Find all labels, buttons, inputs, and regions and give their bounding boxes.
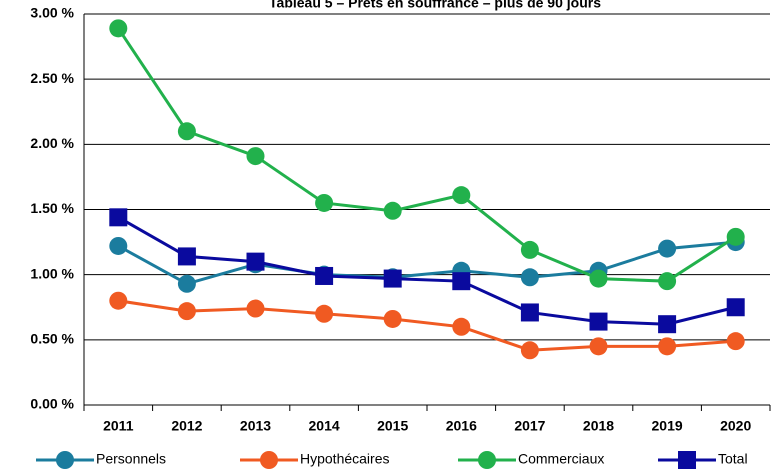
marker — [383, 309, 402, 328]
marker — [520, 341, 539, 360]
legend-label: Personnels — [96, 451, 166, 467]
marker — [246, 299, 265, 318]
marker — [315, 193, 334, 212]
legend-label: Total — [718, 451, 748, 467]
marker — [726, 227, 745, 246]
legend-marker — [478, 451, 496, 469]
y-tick-label: 2.50 % — [30, 70, 74, 86]
y-tick-label: 1.00 % — [30, 265, 74, 281]
marker — [452, 272, 471, 291]
marker — [109, 19, 128, 38]
marker — [109, 208, 128, 227]
marker — [589, 269, 608, 288]
marker — [246, 147, 265, 166]
legend-label: Commerciaux — [518, 451, 604, 467]
x-tick-label: 2016 — [446, 418, 477, 434]
x-tick-label: 2011 — [103, 418, 134, 434]
marker — [726, 298, 745, 317]
x-tick-label: 2019 — [652, 418, 683, 434]
x-tick-label: 2014 — [309, 418, 340, 434]
series-line — [118, 299, 736, 352]
marker — [520, 268, 539, 287]
marker — [520, 240, 539, 259]
marker — [520, 303, 539, 322]
x-tick-label: 2017 — [514, 418, 545, 434]
x-tick-label: 2015 — [377, 418, 408, 434]
x-tick-label: 2012 — [171, 418, 202, 434]
legend-marker — [260, 451, 278, 469]
x-tick-label: 2020 — [720, 418, 751, 434]
x-tick-label: 2018 — [583, 418, 614, 434]
marker — [315, 266, 334, 285]
marker — [177, 302, 196, 321]
x-tick-label: 2013 — [240, 418, 271, 434]
y-tick-label: 1.50 % — [30, 200, 74, 216]
marker — [726, 332, 745, 351]
marker — [658, 272, 677, 291]
marker — [109, 291, 128, 310]
y-tick-label: 3.00 % — [30, 5, 74, 21]
marker — [658, 315, 677, 334]
marker — [589, 312, 608, 331]
marker — [246, 252, 265, 271]
marker — [452, 317, 471, 336]
marker — [177, 122, 196, 141]
marker — [589, 337, 608, 356]
y-tick-label: 0.00 % — [30, 396, 74, 412]
series-line — [117, 27, 737, 283]
series-line — [117, 216, 737, 326]
marker — [658, 239, 677, 258]
marker — [452, 186, 471, 205]
legend-marker — [678, 451, 696, 469]
legend-label: Hypothécaires — [300, 451, 390, 467]
y-tick-label: 2.00 % — [30, 135, 74, 151]
marker — [177, 247, 196, 266]
marker — [109, 236, 128, 255]
marker — [383, 201, 402, 220]
marker — [658, 337, 677, 356]
marker — [315, 304, 334, 323]
legend-marker — [56, 451, 74, 469]
series-line — [117, 240, 736, 286]
y-tick-label: 0.50 % — [30, 331, 74, 347]
marker — [177, 274, 196, 293]
chart-title: Tableau 5 – Prêts en souffrance – plus d… — [269, 0, 601, 11]
marker — [383, 269, 402, 288]
